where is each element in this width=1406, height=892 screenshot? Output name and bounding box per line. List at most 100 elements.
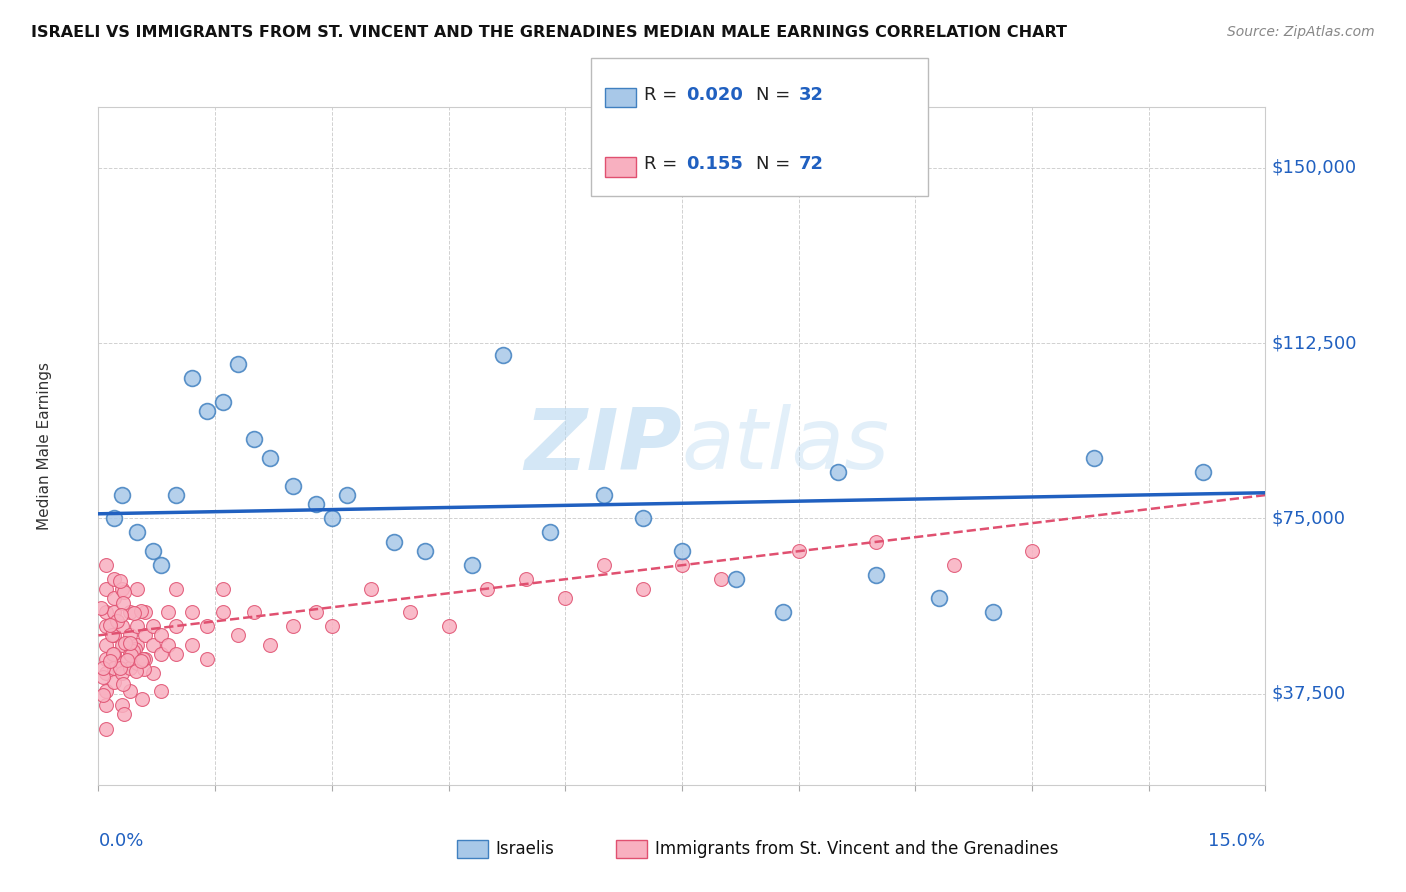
Point [105,615,128,629]
Point [96,638,118,652]
Point [132,652,155,666]
Point [1021,544,1043,558]
Point [96,582,118,596]
Point [111,657,134,671]
Text: 72: 72 [799,155,824,173]
Point [593,488,616,502]
Point [96,619,118,633]
Point [134,628,156,642]
Point [118,628,141,642]
Point [111,582,134,596]
Point [103,511,125,525]
Point [631,582,654,596]
Point [103,572,125,586]
Point [91,671,114,685]
Point [165,582,187,596]
Y-axis label: Median Male Earnings: Median Male Earnings [37,362,52,530]
Point [111,676,134,690]
Point [114,636,136,650]
Point [336,488,359,502]
Point [129,654,152,668]
Point [725,572,748,586]
Text: ZIP: ZIP [524,404,682,488]
Point [115,653,138,667]
Point [212,582,235,596]
Text: atlas: atlas [682,404,890,488]
Point [111,698,134,713]
Point [96,684,118,698]
Point [149,558,172,573]
Point [96,558,118,573]
Point [631,511,654,525]
Point [142,619,165,633]
Point [710,572,733,586]
Point [129,604,152,618]
Text: 0.155: 0.155 [686,155,742,173]
Point [492,348,515,362]
Text: N =: N = [756,86,796,103]
Point [437,619,460,633]
Point [212,605,235,619]
Text: 0.0%: 0.0% [98,832,143,850]
Point [111,619,134,633]
Point [259,450,281,465]
Point [134,605,156,619]
Point [671,544,693,558]
Point [112,706,135,721]
Point [1083,450,1105,465]
Point [477,582,499,596]
Point [110,607,132,622]
Point [865,567,887,582]
Text: $112,500: $112,500 [1271,334,1357,352]
Point [96,665,118,680]
Point [111,638,134,652]
Point [127,525,149,540]
Point [515,572,537,586]
Point [787,544,810,558]
Point [98,654,121,668]
Point [142,665,165,680]
Point [228,628,250,642]
Point [142,638,165,652]
Point [305,498,328,512]
Point [94,722,117,736]
Point [212,394,235,409]
Point [671,558,693,573]
Text: $150,000: $150,000 [1271,159,1357,177]
Point [101,647,124,661]
Point [165,619,187,633]
Point [360,582,382,596]
Text: ISRAELI VS IMMIGRANTS FROM ST. VINCENT AND THE GRENADINES MEDIAN MALE EARNINGS C: ISRAELI VS IMMIGRANTS FROM ST. VINCENT A… [31,25,1067,40]
Point [118,605,141,619]
Point [149,628,172,642]
Point [103,628,125,642]
Text: 15.0%: 15.0% [1208,832,1265,850]
Point [132,662,155,676]
Point [131,692,153,706]
Point [111,665,134,680]
Point [180,638,202,652]
Point [120,636,142,650]
Point [538,525,561,540]
Point [96,698,118,713]
Point [118,684,141,698]
Point [943,558,966,573]
Point [180,605,202,619]
Point [593,558,616,573]
Point [103,675,125,690]
Point [122,606,145,620]
Point [103,661,125,675]
Point [101,628,124,642]
Point [118,647,141,661]
Point [112,584,135,599]
Point [149,684,172,698]
Point [981,605,1004,619]
Text: N =: N = [756,155,796,173]
Point [928,591,950,605]
Point [281,619,304,633]
Text: 32: 32 [799,86,824,103]
Point [90,600,112,615]
Point [1192,465,1215,479]
Point [321,619,343,633]
Point [305,605,328,619]
